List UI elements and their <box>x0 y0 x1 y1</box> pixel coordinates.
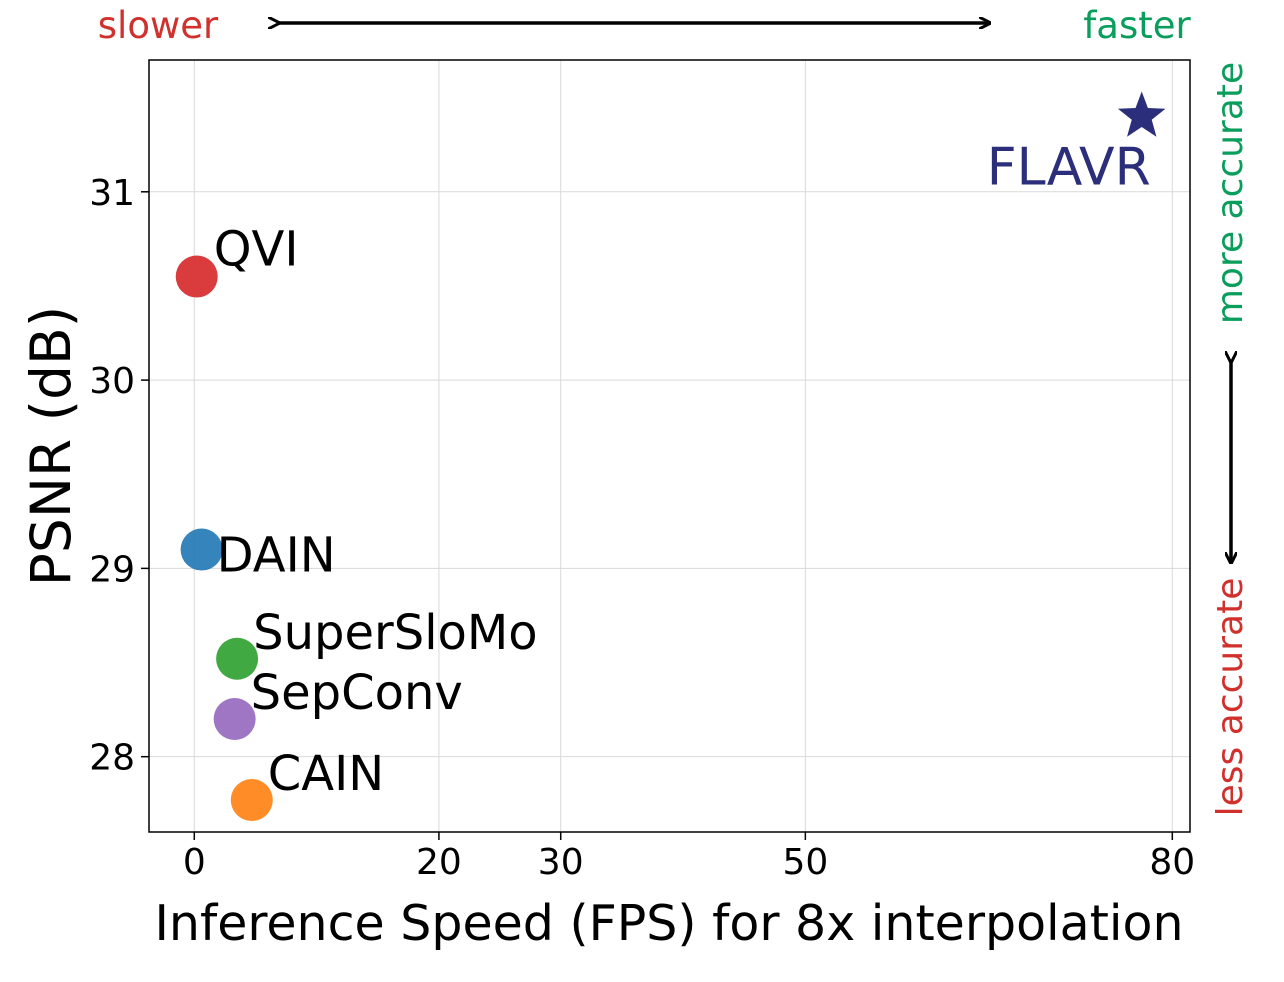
point-sepconv <box>213 698 256 741</box>
point-cain <box>230 778 273 821</box>
x-tick-label: 20 <box>416 842 462 883</box>
point-dain <box>180 528 223 571</box>
y-tick-label: 30 <box>89 361 135 402</box>
y-tick-label: 28 <box>89 738 135 779</box>
x-tick-label: 80 <box>1149 842 1195 883</box>
point-label-sepconv: SepConv <box>251 665 463 721</box>
point-label-superslomo: SuperSloMo <box>253 605 538 661</box>
y-axis-label: PSNR (dB) <box>19 306 83 586</box>
point-label-flavr: FLAVR <box>987 137 1151 197</box>
x-axis-ticks: 0 20 30 50 80 <box>183 832 1195 883</box>
point-qvi <box>175 255 218 298</box>
point-superslomo <box>216 637 259 680</box>
point-label-cain: CAIN <box>268 746 384 802</box>
x-tick-label: 50 <box>782 842 828 883</box>
less-accurate-annotation: less accurate <box>1210 578 1251 817</box>
x-axis-label: Inference Speed (FPS) for 8x interpolati… <box>154 895 1183 952</box>
point-flavr-star <box>1117 91 1166 137</box>
y-tick-label: 29 <box>89 549 135 590</box>
faster-annotation: faster <box>1083 4 1191 47</box>
point-label-dain: DAIN <box>217 528 336 584</box>
y-tick-label: 31 <box>89 173 135 214</box>
x-tick-label: 0 <box>183 842 206 883</box>
plot-frame <box>148 59 1191 833</box>
slower-annotation: slower <box>98 4 219 47</box>
x-tick-label: 30 <box>538 842 584 883</box>
more-accurate-annotation: more accurate <box>1210 62 1251 324</box>
y-axis-ticks: 28 29 30 31 <box>89 173 149 779</box>
grid-lines <box>149 60 1190 832</box>
point-label-qvi: QVI <box>214 222 299 278</box>
